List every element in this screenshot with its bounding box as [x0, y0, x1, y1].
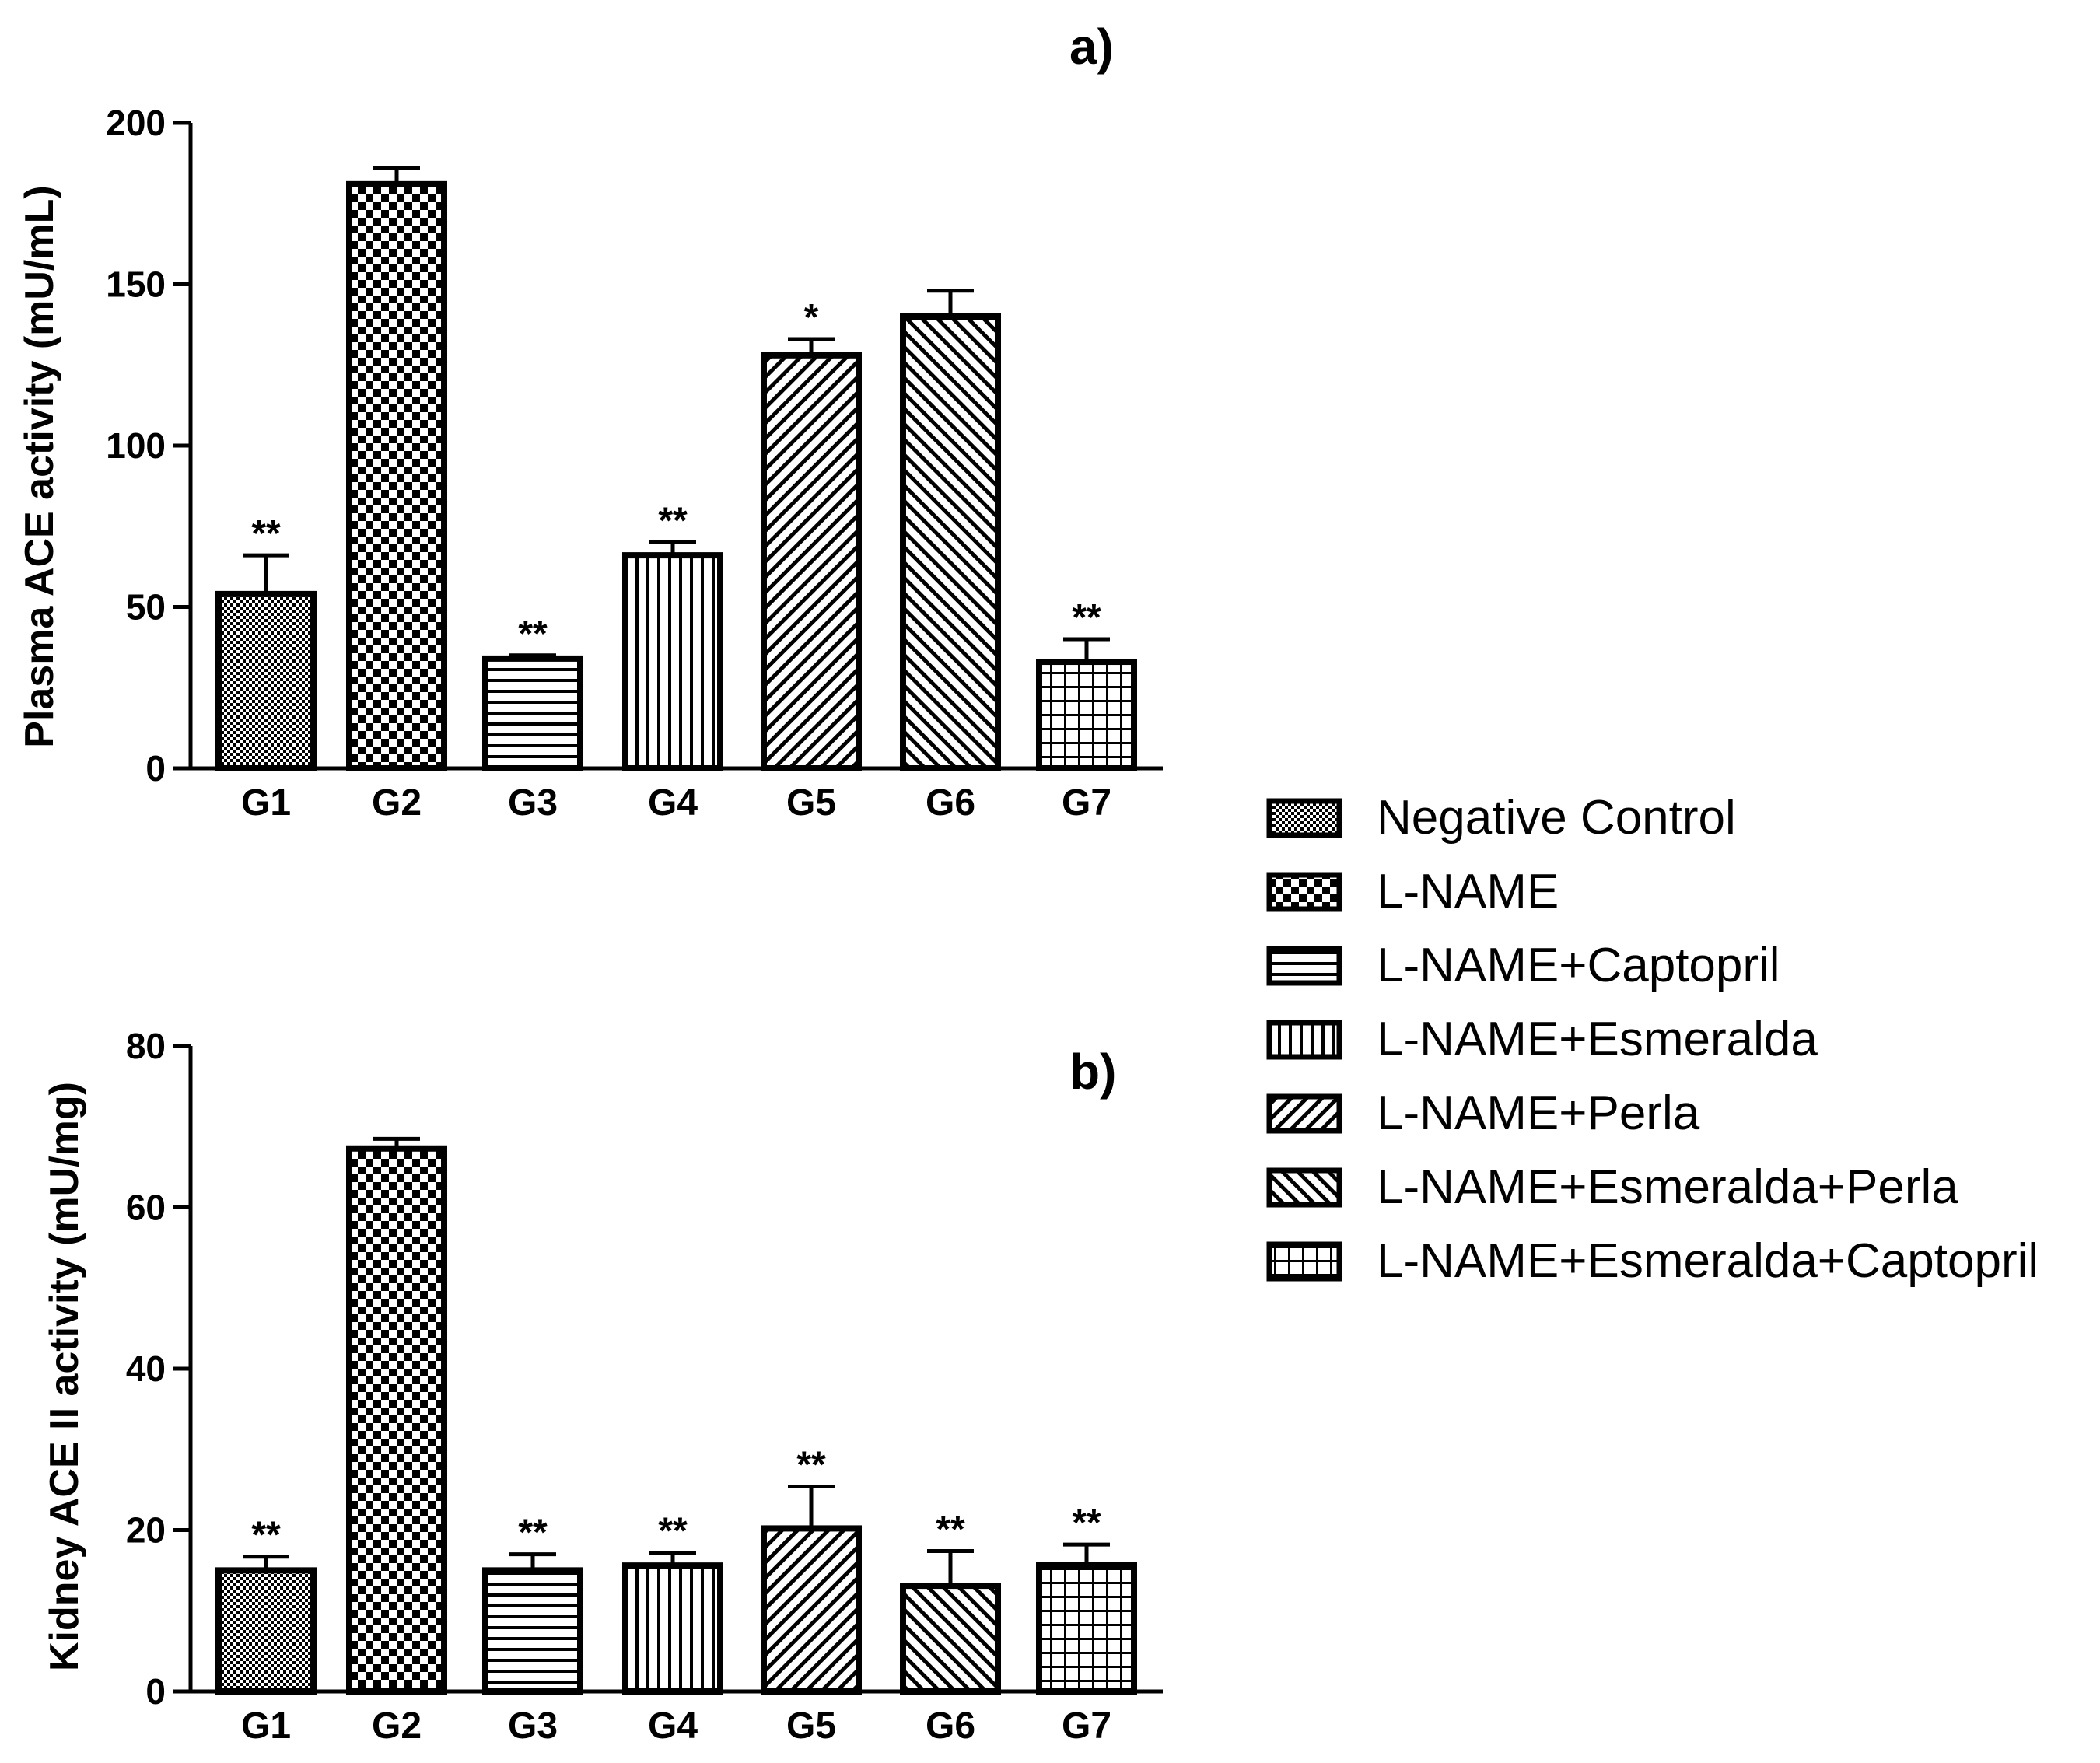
panel-b-category-label: G3 — [508, 1705, 558, 1747]
panel-b-y-axis-title: Kidney ACE II activity (mU/mg) — [42, 1082, 87, 1671]
panel-a-bar-g1 — [215, 590, 317, 772]
panel-a-y-tick-label: 0 — [145, 748, 166, 789]
panel-a-category-label: G2 — [372, 782, 422, 824]
panel-a-bar-g5 — [761, 352, 862, 771]
legend-item-label: L-NAME+Esmeralda+Perla — [1377, 1160, 1958, 1214]
panel-a-y-axis-title: Plasma ACE activity (mU/mL) — [17, 185, 62, 747]
legend: Negative Control L-NAME L-NAME+Captopril L-… — [1266, 791, 2039, 1288]
panel-b-significance-label: ** — [936, 1509, 965, 1550]
legend-swatch-diagonal-up — [1266, 1093, 1342, 1134]
legend-swatch-coarse-check — [1266, 872, 1342, 912]
legend-swatch-grid — [1266, 1241, 1342, 1282]
panel-a-y-tick-label: 100 — [106, 425, 166, 466]
panel-b-category-label: G2 — [372, 1705, 422, 1747]
panel-b-bar-g4 — [622, 1562, 723, 1695]
panel-a-bar-g7 — [1036, 659, 1137, 771]
panel-b-category-label: G7 — [1062, 1705, 1111, 1747]
panel-b-significance-label: ** — [518, 1513, 548, 1554]
legend-item-label: L-NAME+Esmeralda+Captopril — [1377, 1234, 2039, 1288]
panel-a-bar-g3 — [482, 655, 583, 772]
panel-b-y-tick-label: 80 — [126, 1026, 166, 1066]
panel-b-category-label: G5 — [786, 1705, 836, 1747]
legend-swatch-vertical-lines — [1266, 1020, 1342, 1060]
panel-a-y-tick-label: 150 — [106, 264, 166, 305]
panel-b-y-tick-label: 60 — [126, 1188, 166, 1228]
panel-b-y-tick-label: 0 — [145, 1671, 166, 1712]
panel-b-bar-g6 — [900, 1583, 1001, 1695]
panel-a-category-label: G4 — [648, 782, 698, 824]
panel-b-bar-g7 — [1036, 1562, 1137, 1695]
panel-b-significance-label: ** — [251, 1515, 281, 1556]
panel-a-category-label: G1 — [241, 782, 291, 824]
panel-b-bar-g3 — [482, 1567, 583, 1695]
panel-a-y-tick-label: 50 — [126, 587, 166, 628]
panel-a-significance-label: ** — [518, 614, 548, 655]
panel-a-category-label: G6 — [926, 782, 975, 824]
panel-a-category-label: G3 — [508, 782, 558, 824]
panel-b-significance-label: ** — [658, 1511, 688, 1552]
panel-a-significance-label: * — [804, 297, 819, 338]
panel-a-bar-g6 — [900, 313, 1001, 771]
panel-b-y-tick-label: 20 — [126, 1510, 166, 1551]
legend-item-label: L-NAME+Esmeralda — [1377, 1013, 1818, 1066]
panel-a-chart: a) Plasma ACE activity (mU/mL) 0 50 100 150… — [17, 19, 1163, 824]
legend-swatch-horizontal-lines — [1266, 946, 1342, 986]
panel-b-significance-label: ** — [796, 1444, 826, 1485]
legend-item-label: Negative Control — [1377, 791, 1736, 845]
panel-a-y-tick-label: 200 — [106, 103, 166, 143]
panel-b-label: b) — [1069, 1044, 1116, 1100]
panel-b-bar-g1 — [215, 1567, 317, 1695]
panel-a-bar-g2 — [346, 180, 447, 772]
panel-a-significance-label: ** — [658, 501, 688, 542]
panel-b-category-label: G4 — [648, 1705, 698, 1747]
panel-b-significance-label: ** — [1072, 1502, 1101, 1544]
panel-b-bar-g5 — [761, 1525, 862, 1695]
panel-b-y-tick-label: 40 — [126, 1348, 166, 1389]
panel-a-significance-label: ** — [1072, 597, 1101, 638]
panel-b-chart: b) Kidney ACE II activity (mU/mg) 0 20 40 6… — [42, 1026, 1163, 1747]
panel-a-significance-label: ** — [251, 513, 281, 554]
panel-a-category-label: G7 — [1062, 782, 1111, 824]
legend-swatch-fine-check — [1266, 798, 1342, 838]
legend-item-label: L-NAME+Captopril — [1377, 939, 1780, 992]
legend-item-label: L-NAME+Perla — [1377, 1086, 1700, 1140]
panel-a-bar-g4 — [622, 552, 723, 771]
legend-item-label: L-NAME — [1377, 865, 1559, 918]
legend-swatch-diagonal-down — [1266, 1167, 1342, 1208]
panel-a-category-label: G5 — [786, 782, 836, 824]
panel-b-bar-g2 — [346, 1145, 447, 1695]
panel-b-category-label: G6 — [926, 1705, 975, 1747]
panel-b-category-label: G1 — [241, 1705, 291, 1747]
panel-a-label: a) — [1069, 19, 1114, 75]
